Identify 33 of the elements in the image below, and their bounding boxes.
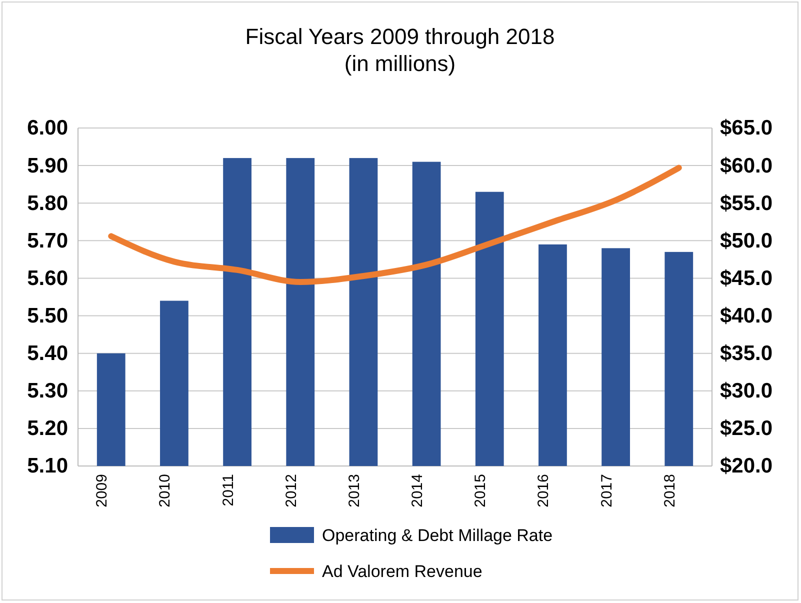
legend-label: Ad Valorem Revenue	[322, 562, 482, 581]
x-tick-label: 2018	[661, 474, 678, 508]
y-tick-label: 5.20	[27, 417, 68, 440]
y-tick-label: 5.50	[27, 304, 68, 328]
y2-tick-label: $40.0	[720, 304, 773, 328]
y-tick-label: 5.30	[27, 380, 68, 403]
y-tick-label: 6.00	[27, 116, 68, 140]
x-tick-label: 2011	[220, 474, 237, 506]
y-tick-label: 5.70	[27, 229, 68, 252]
y2-tick-label: $65.0	[720, 116, 773, 140]
y-tick-label: 5.10	[27, 454, 68, 478]
x-tick-label: 2017	[598, 474, 616, 508]
x-tick-label: 2015	[472, 474, 490, 508]
x-tick-label: 2009	[94, 474, 111, 508]
y-tick-label: 5.60	[27, 266, 68, 290]
y2-tick-label: $25.0	[720, 417, 773, 440]
x-tick-label: 2012	[282, 474, 300, 508]
y-tick-label: 5.90	[27, 154, 68, 178]
legend-label: Operating & Debt Millage Rate	[322, 526, 553, 545]
y2-tick-label: $20.0	[720, 454, 773, 478]
y2-tick-label: $50.0	[720, 229, 773, 252]
x-tick-label: 2013	[346, 474, 363, 508]
x-tick-label: 2010	[156, 474, 174, 508]
y2-tick-label: $45.0	[720, 266, 773, 290]
y2-tick-label: $55.0	[720, 192, 773, 215]
chart-title: Fiscal Years 2009 through 2018 (in millions)	[245, 24, 555, 76]
x-tick-label: 2014	[409, 474, 426, 508]
y2-tick-label: $30.0	[720, 380, 773, 403]
y2-tick-label: $35.0	[720, 342, 773, 366]
y-tick-label: 5.40	[27, 342, 68, 366]
y-tick-label: 5.80	[27, 192, 68, 215]
x-tick-label: 2016	[535, 474, 552, 508]
y2-tick-label: $60.0	[720, 154, 773, 178]
